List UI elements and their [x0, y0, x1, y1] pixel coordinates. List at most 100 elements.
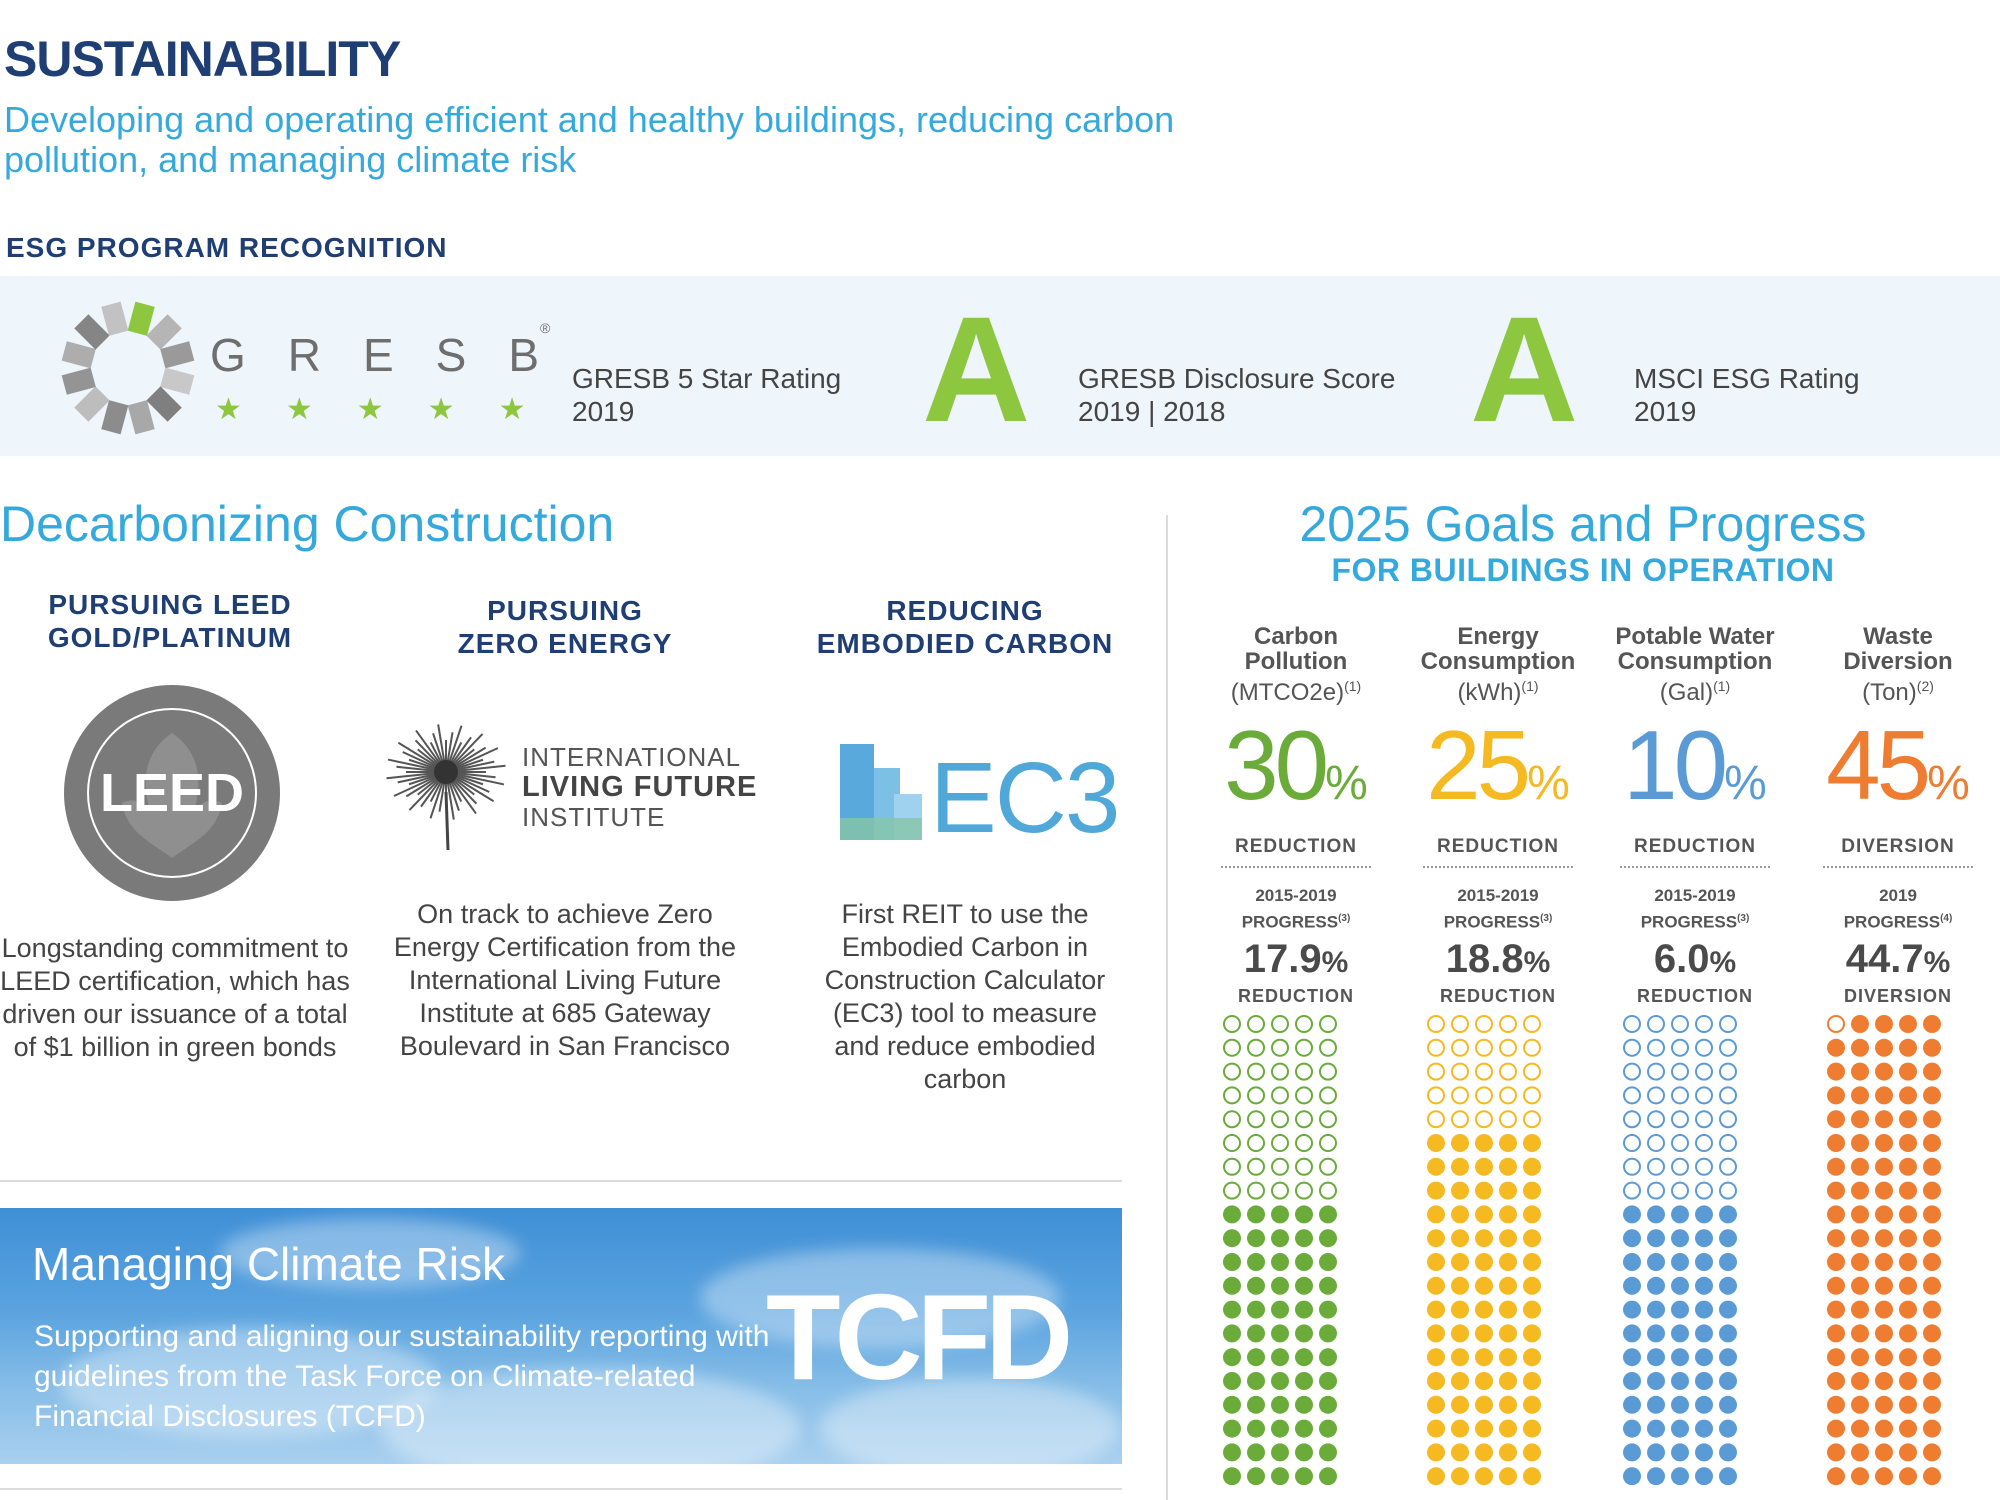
progress-dot — [1851, 1348, 1869, 1367]
progress-dot — [1223, 1062, 1241, 1081]
progress-dot — [1475, 1253, 1493, 1271]
goal-target-label: DIVERSION — [1823, 836, 1973, 868]
goal-target-value: 10 — [1623, 710, 1728, 820]
progress-dot — [1623, 1372, 1641, 1390]
progress-dot — [1899, 1157, 1917, 1176]
progress-dot — [1671, 1276, 1689, 1295]
progress-dot — [1271, 1467, 1289, 1486]
progress-dot — [1875, 1181, 1893, 1200]
progress-dot — [1295, 1181, 1313, 1200]
progress-dot — [1695, 1300, 1713, 1319]
goal-unit-note: (2) — [1916, 678, 1934, 694]
progress-dot — [1475, 1372, 1493, 1390]
progress-dot — [1719, 1324, 1737, 1343]
progress-dot — [1295, 1134, 1313, 1152]
leed-description: Longstanding commitment to LEED certific… — [0, 933, 350, 1062]
progress-dot — [1427, 1467, 1445, 1486]
msci-rating-year: 2019 — [1634, 396, 1697, 427]
progress-dot — [1523, 1110, 1541, 1129]
disclosure-score-label: GRESB Disclosure Score — [1078, 363, 1396, 394]
embodied-carbon-heading-line2: EMBODIED CARBON — [816, 628, 1114, 659]
progress-dot — [1851, 1300, 1869, 1319]
progress-dot — [1427, 1086, 1445, 1105]
msci-grade: A — [1470, 285, 1579, 453]
progress-dot — [1719, 1062, 1737, 1081]
progress-dot — [1851, 1324, 1869, 1343]
progress-dot — [1851, 1086, 1869, 1105]
progress-dot — [1899, 1062, 1917, 1081]
progress-dot — [1899, 1443, 1917, 1462]
progress-dot — [1247, 1181, 1265, 1200]
goal-progress-value: 6.0 — [1653, 936, 1710, 981]
progress-dot — [1295, 1467, 1313, 1486]
progress-dot — [1647, 1253, 1665, 1271]
progress-dot — [1719, 1181, 1737, 1200]
progress-dot — [1851, 1395, 1869, 1414]
progress-dot — [1671, 1181, 1689, 1200]
progress-dot — [1671, 1253, 1689, 1271]
progress-dot — [1523, 1229, 1541, 1248]
goal-progress-period: 2015-2019 — [1457, 886, 1539, 905]
progress-dot — [1475, 1419, 1493, 1438]
progress-dot — [1427, 1205, 1445, 1224]
goal-progress-heading: 2015-2019 PROGRESS(3) — [1196, 884, 1396, 934]
progress-dot — [1827, 1300, 1845, 1319]
progress-dot — [1247, 1062, 1265, 1081]
progress-dot — [1671, 1110, 1689, 1129]
progress-dot — [1319, 1253, 1337, 1271]
gresb-rating-year: 2019 — [572, 396, 635, 427]
msci-rating-label: MSCI ESG Rating — [1634, 363, 1860, 394]
progress-dot — [1451, 1276, 1469, 1295]
goal-unit-note: (1) — [1521, 678, 1539, 694]
ec3-logo-text: EC3 — [930, 742, 1121, 854]
progress-dot — [1223, 1181, 1241, 1200]
progress-dot — [1851, 1205, 1869, 1224]
progress-dot — [1319, 1467, 1337, 1486]
leed-heading-line2: GOLD/PLATINUM — [47, 622, 293, 653]
goal-target-label: REDUCTION — [1620, 836, 1770, 868]
progress-dot — [1523, 1324, 1541, 1343]
progress-dot — [1475, 1157, 1493, 1176]
zero-energy-heading-line2: ZERO ENERGY — [457, 628, 673, 659]
progress-dot — [1223, 1134, 1241, 1152]
section-divider — [0, 1180, 1122, 1182]
registered-mark: ® — [540, 320, 551, 336]
progress-dot — [1319, 1134, 1337, 1152]
goal-unit: (kWh)(1) — [1398, 674, 1598, 705]
progress-dot — [1247, 1443, 1265, 1462]
progress-dot — [1719, 1419, 1737, 1438]
leed-heading: PURSUING LEED GOLD/PLATINUM — [0, 588, 340, 654]
progress-dot — [1671, 1443, 1689, 1462]
embodied-carbon-heading-line1: REDUCING — [886, 595, 1044, 626]
progress-dot — [1671, 1134, 1689, 1152]
progress-dot — [1827, 1253, 1845, 1271]
goal-target-label: REDUCTION — [1221, 836, 1371, 868]
page-title: SUSTAINABILITY — [4, 31, 401, 87]
progress-dot — [1427, 1229, 1445, 1248]
column-divider — [1166, 515, 1168, 1500]
progress-dot — [1427, 1134, 1445, 1152]
goal-unit: (MTCO2e)(1) — [1196, 674, 1396, 705]
goal-progress: 17.9% — [1196, 936, 1396, 986]
goal-progress-label: PROGRESS — [1640, 912, 1738, 932]
progress-dot — [1875, 1157, 1893, 1176]
progress-dot — [1319, 1443, 1337, 1462]
progress-dot — [1899, 1324, 1917, 1343]
progress-dot — [1427, 1324, 1445, 1343]
progress-dot — [1271, 1134, 1289, 1152]
progress-dot — [1247, 1276, 1265, 1295]
progress-dot — [1451, 1324, 1469, 1343]
goal-unit-text: (MTCO2e) — [1230, 679, 1345, 706]
progress-dot — [1899, 1086, 1917, 1105]
progress-dot — [1451, 1300, 1469, 1319]
progress-dot — [1923, 1015, 1941, 1033]
progress-dot — [1271, 1062, 1289, 1081]
progress-dot — [1719, 1110, 1737, 1129]
progress-dot — [1695, 1467, 1713, 1486]
goal-target: 45% — [1798, 715, 1998, 834]
progress-dot — [1523, 1348, 1541, 1367]
goal-progress: 6.0% — [1595, 936, 1795, 986]
progress-dot — [1523, 1205, 1541, 1224]
goal-progress-unit-label: REDUCTION — [1637, 985, 1753, 1006]
progress-dot — [1671, 1419, 1689, 1438]
